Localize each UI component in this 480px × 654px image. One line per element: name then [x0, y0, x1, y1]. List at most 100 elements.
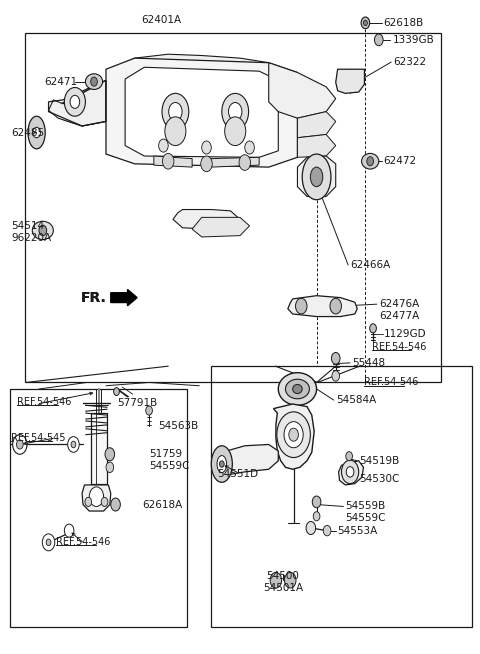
Circle shape — [284, 422, 303, 448]
Circle shape — [312, 496, 321, 508]
Polygon shape — [298, 156, 336, 196]
Circle shape — [331, 353, 340, 364]
Circle shape — [370, 324, 376, 333]
Text: 62485: 62485 — [11, 128, 44, 137]
Text: 62466A: 62466A — [350, 260, 390, 270]
Text: REF.54-546: REF.54-546 — [17, 397, 72, 407]
Polygon shape — [48, 80, 106, 126]
Polygon shape — [336, 69, 364, 94]
Circle shape — [228, 103, 242, 121]
Text: 62472: 62472 — [384, 156, 417, 166]
Circle shape — [106, 462, 114, 473]
Circle shape — [341, 460, 359, 483]
Text: 62476A: 62476A — [379, 299, 419, 309]
Circle shape — [101, 497, 108, 506]
Text: 54519B: 54519B — [360, 456, 400, 466]
Circle shape — [64, 88, 85, 116]
Polygon shape — [211, 158, 259, 167]
Ellipse shape — [311, 167, 323, 186]
Circle shape — [270, 572, 282, 588]
Polygon shape — [77, 80, 125, 120]
Text: 62322: 62322 — [393, 57, 426, 67]
Text: REF.54-546: REF.54-546 — [372, 341, 426, 352]
Text: 54514: 54514 — [11, 221, 44, 231]
Circle shape — [33, 128, 40, 138]
Bar — [24, 33, 441, 383]
Text: 96220A: 96220A — [11, 233, 51, 243]
Circle shape — [105, 448, 115, 461]
Text: 57791B: 57791B — [117, 398, 157, 407]
Circle shape — [225, 117, 246, 146]
Circle shape — [146, 406, 153, 415]
Circle shape — [332, 371, 339, 381]
Circle shape — [168, 103, 182, 121]
Circle shape — [70, 95, 80, 109]
Polygon shape — [269, 63, 336, 118]
Circle shape — [219, 461, 224, 468]
Circle shape — [202, 141, 211, 154]
Polygon shape — [298, 135, 336, 158]
Circle shape — [346, 467, 354, 477]
Text: REF.54-546: REF.54-546 — [56, 538, 110, 547]
Circle shape — [313, 511, 320, 521]
Circle shape — [277, 412, 311, 458]
Circle shape — [46, 539, 51, 545]
Polygon shape — [215, 445, 278, 476]
Polygon shape — [288, 296, 357, 317]
Circle shape — [361, 17, 370, 29]
Bar — [211, 366, 472, 627]
Text: 54551D: 54551D — [217, 469, 258, 479]
Circle shape — [296, 298, 307, 314]
Bar — [91, 413, 107, 483]
Circle shape — [285, 572, 296, 588]
Polygon shape — [154, 156, 192, 167]
Polygon shape — [82, 485, 111, 511]
Text: 62471: 62471 — [44, 77, 77, 86]
Circle shape — [42, 534, 55, 551]
Text: REF.54-545: REF.54-545 — [11, 433, 66, 443]
Text: 1129GD: 1129GD — [384, 328, 426, 339]
Circle shape — [12, 435, 27, 455]
Text: 54559C: 54559C — [345, 513, 386, 523]
Circle shape — [289, 428, 299, 441]
Text: 54559C: 54559C — [149, 461, 190, 471]
Circle shape — [16, 440, 23, 449]
Text: 54500: 54500 — [266, 572, 300, 581]
Circle shape — [245, 141, 254, 154]
Ellipse shape — [278, 373, 317, 405]
Circle shape — [162, 154, 174, 169]
Circle shape — [201, 156, 212, 172]
Text: 62401A: 62401A — [141, 15, 181, 26]
Circle shape — [85, 497, 92, 506]
Text: 54563B: 54563B — [158, 421, 199, 431]
Ellipse shape — [286, 379, 310, 399]
Circle shape — [114, 388, 120, 396]
Circle shape — [367, 157, 373, 166]
Ellipse shape — [361, 154, 379, 169]
Text: FR.: FR. — [81, 290, 107, 305]
Polygon shape — [192, 217, 250, 237]
Polygon shape — [125, 67, 278, 158]
Text: 54584A: 54584A — [336, 395, 376, 405]
Ellipse shape — [32, 221, 53, 239]
Polygon shape — [111, 54, 269, 86]
Text: 51759: 51759 — [149, 449, 182, 459]
Circle shape — [330, 298, 341, 314]
Text: 54530C: 54530C — [360, 474, 400, 484]
Polygon shape — [173, 209, 240, 229]
Ellipse shape — [217, 456, 227, 473]
Text: REF.54-546: REF.54-546 — [364, 377, 419, 387]
Ellipse shape — [85, 74, 103, 90]
Text: 62618A: 62618A — [143, 500, 182, 509]
Circle shape — [64, 524, 74, 537]
Polygon shape — [58, 80, 106, 126]
Text: FR.: FR. — [81, 290, 107, 305]
Text: 54553A: 54553A — [337, 526, 378, 536]
Circle shape — [162, 94, 189, 130]
Ellipse shape — [28, 116, 45, 149]
Circle shape — [165, 117, 186, 146]
Text: 62477A: 62477A — [379, 311, 419, 321]
Circle shape — [306, 521, 316, 534]
Text: 1339GB: 1339GB — [393, 35, 435, 45]
FancyArrow shape — [111, 290, 137, 306]
